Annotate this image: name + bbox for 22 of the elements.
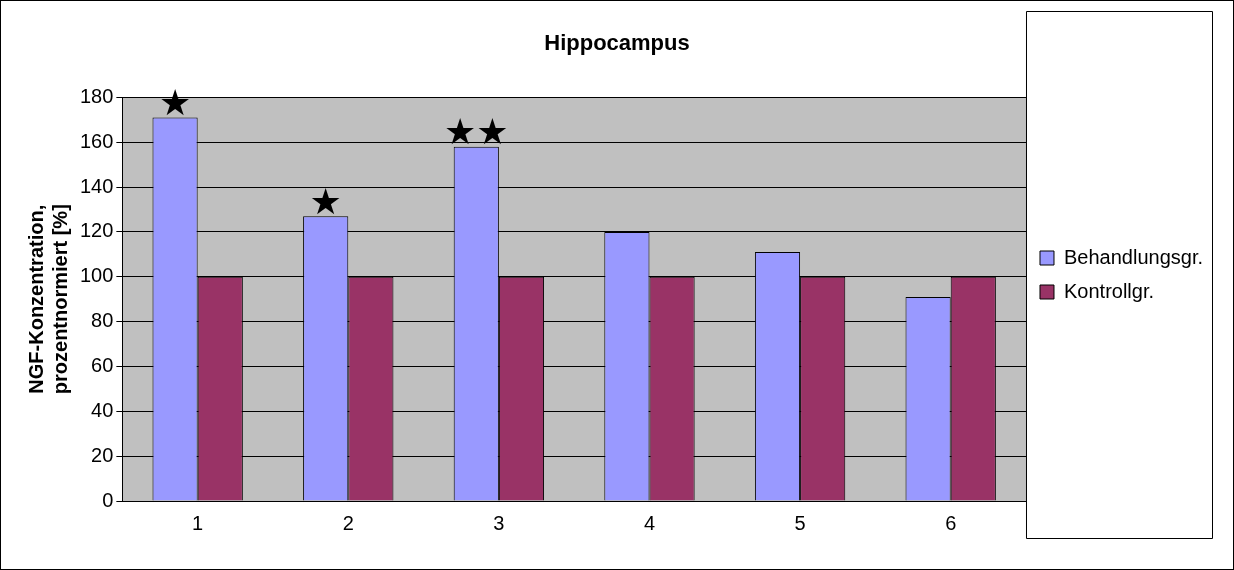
y-tick-label: 100 [79, 264, 114, 287]
x-tick-label: 1 [192, 511, 204, 534]
x-tick-label: 6 [945, 511, 957, 534]
y-tick-label: 40 [91, 398, 114, 421]
y-tick-label: 80 [91, 309, 114, 332]
y-tick-label: 180 [79, 84, 114, 107]
x-tick-label: 2 [342, 511, 354, 534]
y-tick-label: 0 [102, 488, 114, 511]
y-tick-label: 120 [79, 219, 114, 242]
x-tick-label: 4 [643, 511, 656, 534]
x-tick-label: 5 [794, 511, 806, 534]
y-tick-label: 20 [91, 443, 114, 466]
y-tick-label: 140 [79, 174, 114, 197]
y-axis-title: NGF-Konzentration, prozentnormiert [%] [24, 204, 71, 395]
annotation: ★★ [444, 111, 509, 153]
chart-title: Hippocampus [544, 30, 690, 56]
y-tick-label: 160 [79, 129, 114, 152]
x-tick-label: 3 [493, 511, 505, 534]
y-tick-label: 60 [91, 353, 114, 376]
legend-label: Behandlungsgr. [1064, 245, 1204, 268]
annotation: ★ [309, 180, 342, 222]
legend-label: Kontrollgr. [1064, 279, 1155, 302]
